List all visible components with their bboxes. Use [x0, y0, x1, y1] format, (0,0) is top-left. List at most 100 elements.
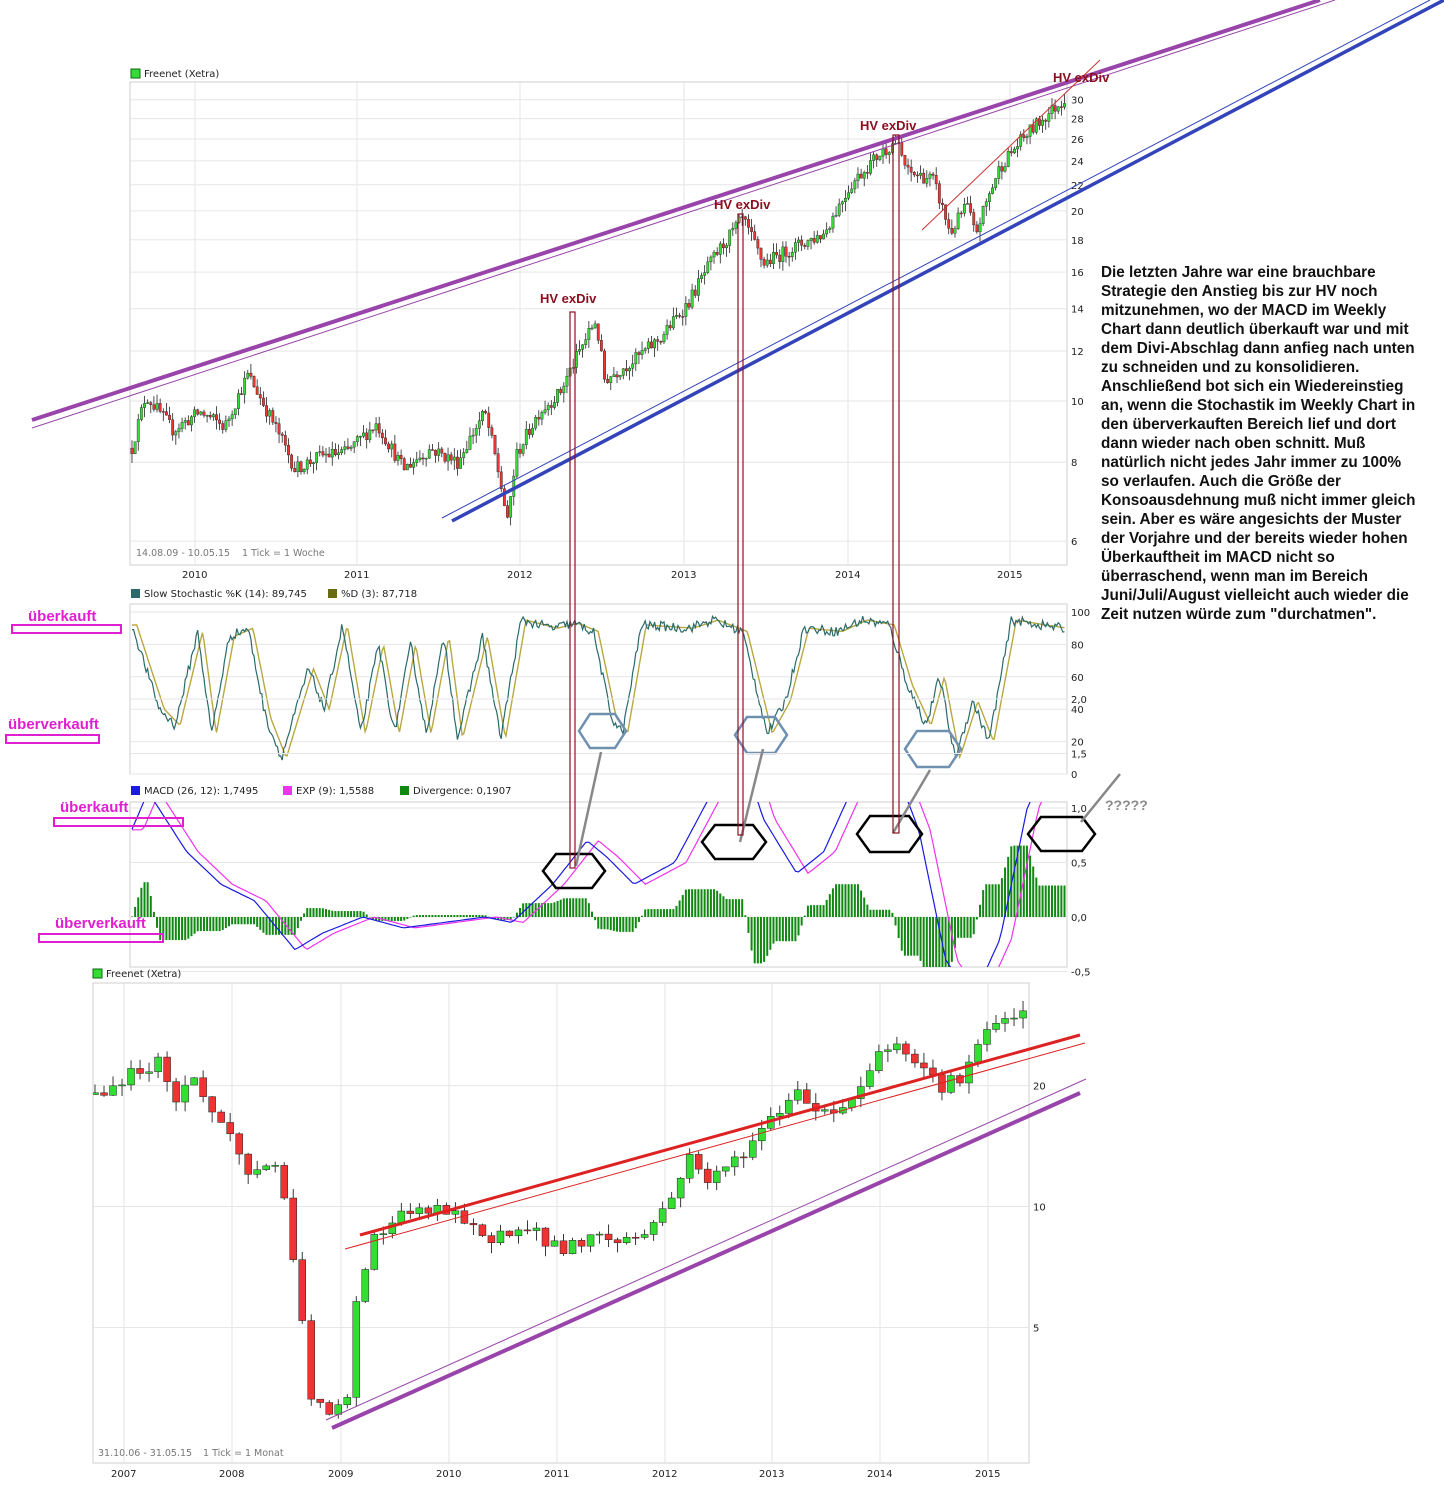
macd-divergence-bar — [312, 908, 315, 917]
macd-divergence-bar — [666, 909, 669, 917]
weekly-candle — [543, 409, 547, 413]
monthly-candle — [379, 1233, 388, 1235]
macd-divergence-bar — [616, 917, 619, 932]
macd-divergence-bar — [847, 884, 850, 917]
monthly-candle — [703, 1168, 712, 1183]
macd-divergence-bar — [741, 899, 744, 917]
weekly-candle — [221, 423, 225, 430]
macd-hexagon-2015 — [1026, 815, 1097, 853]
weekly-candle — [499, 471, 503, 489]
weekly-y-tick-label: 20 — [1071, 207, 1084, 218]
weekly-candle — [675, 315, 678, 317]
weekly-candle — [643, 348, 647, 351]
macd-divergence-bar — [844, 884, 847, 917]
macd-divergence-bar — [938, 917, 941, 967]
weekly-candle — [828, 227, 832, 230]
weekly-candle — [180, 422, 184, 429]
weekly-candle — [396, 455, 400, 461]
monthly-price-candles — [93, 1000, 1027, 1419]
macd-divergence-bar — [900, 917, 903, 951]
weekly-candle — [405, 464, 409, 471]
stoch-k-legend: Slow Stochastic %K (14): 89,745 — [144, 589, 307, 600]
macd-y-tick-label: -0,5 — [1071, 968, 1091, 979]
weekly-candle — [962, 204, 966, 214]
monthly-candle — [289, 1197, 297, 1260]
weekly-candle — [609, 376, 613, 383]
weekly-candle — [916, 174, 919, 177]
weekly-candle — [578, 349, 581, 352]
monthly-upper-red-thin — [344, 1042, 1086, 1250]
macd-divergence-bar — [969, 917, 972, 938]
monthly-candle — [595, 1233, 604, 1236]
weekly-candle — [941, 202, 944, 205]
monthly-x-tick-label: 2010 — [436, 1469, 461, 1480]
weekly-candle — [806, 240, 810, 247]
divergence-swatch — [400, 786, 409, 795]
weekly-candle — [412, 462, 416, 468]
macd-hexagon-2014 — [855, 814, 924, 854]
macd-divergence-bar — [785, 917, 788, 942]
macd-divergence-bar — [321, 908, 324, 917]
weekly-candle — [537, 417, 541, 420]
monthly-x-tick-label: 2007 — [111, 1469, 136, 1480]
weekly-candle — [671, 316, 675, 329]
macd-divergence-bar — [459, 915, 462, 917]
weekly-candle — [750, 227, 753, 232]
macd-divergence-bar — [162, 917, 165, 941]
weekly-candle — [202, 411, 206, 416]
monthly-y-tick-label: 20 — [1033, 1082, 1046, 1093]
weekly-candle — [900, 142, 904, 156]
macd-divergence-bar — [597, 917, 600, 929]
monthly-candle — [586, 1234, 595, 1247]
weekly-candle — [268, 410, 272, 417]
weekly-candle — [484, 410, 487, 414]
macd-divergence-bar — [168, 917, 171, 941]
monthly-candle — [712, 1170, 721, 1183]
macd-divergence-bar — [769, 917, 772, 950]
weekly-candle — [446, 454, 450, 462]
macd-divergence-bar — [134, 906, 137, 917]
weekly-candle — [987, 193, 991, 202]
macd-divergence-bar — [678, 900, 681, 917]
weekly-y-tick-label: 14 — [1071, 305, 1084, 316]
macd-divergence-bar — [159, 917, 162, 941]
macd-divergence-bar — [819, 905, 822, 917]
macd-divergence-bar — [1038, 885, 1041, 917]
weekly-candle — [603, 350, 606, 380]
weekly-candle — [1031, 124, 1035, 133]
macd-divergence-bar — [750, 917, 753, 951]
macd-divergence-bar — [184, 917, 187, 941]
macd-divergence-bar — [1044, 885, 1047, 917]
macd-divergence-bar — [296, 917, 299, 929]
weekly-candle — [919, 172, 922, 176]
monthly-candle — [361, 1269, 370, 1302]
monthly-candle — [541, 1227, 550, 1247]
weekly-candle — [211, 414, 215, 418]
zone-labels: überkauft überverkauft überkauft überver… — [5, 608, 184, 943]
weekly-candle — [190, 416, 193, 426]
weekly-candle — [477, 420, 481, 429]
weekly-candle — [384, 437, 387, 445]
weekly-candle — [834, 215, 838, 217]
weekly-candle — [759, 247, 763, 260]
macd-divergence-bar — [1000, 878, 1003, 917]
macd-divergence-bar — [872, 909, 875, 917]
weekly-candle — [302, 468, 306, 473]
macd-y-tick-label: 0,0 — [1071, 913, 1087, 924]
weekly-candle — [531, 427, 534, 435]
macd-divergence-bar — [941, 917, 944, 967]
weekly-candle — [524, 428, 528, 445]
overbought-label-stoch: überkauft — [28, 608, 96, 625]
weekly-candle — [296, 461, 300, 473]
macd-divergence-bar — [994, 884, 997, 917]
macd-divergence-bar — [1029, 855, 1032, 917]
weekly-candle — [193, 409, 196, 418]
macd-hexagon-2013 — [700, 823, 768, 861]
monthly-candle — [757, 1128, 766, 1142]
macd-divergence-bar — [831, 888, 834, 917]
weekly-candle — [562, 385, 566, 394]
monthly-candle — [550, 1240, 559, 1247]
macd-divergence-bar — [475, 915, 478, 917]
weekly-candle — [668, 325, 672, 329]
monthly-candle — [514, 1229, 523, 1237]
